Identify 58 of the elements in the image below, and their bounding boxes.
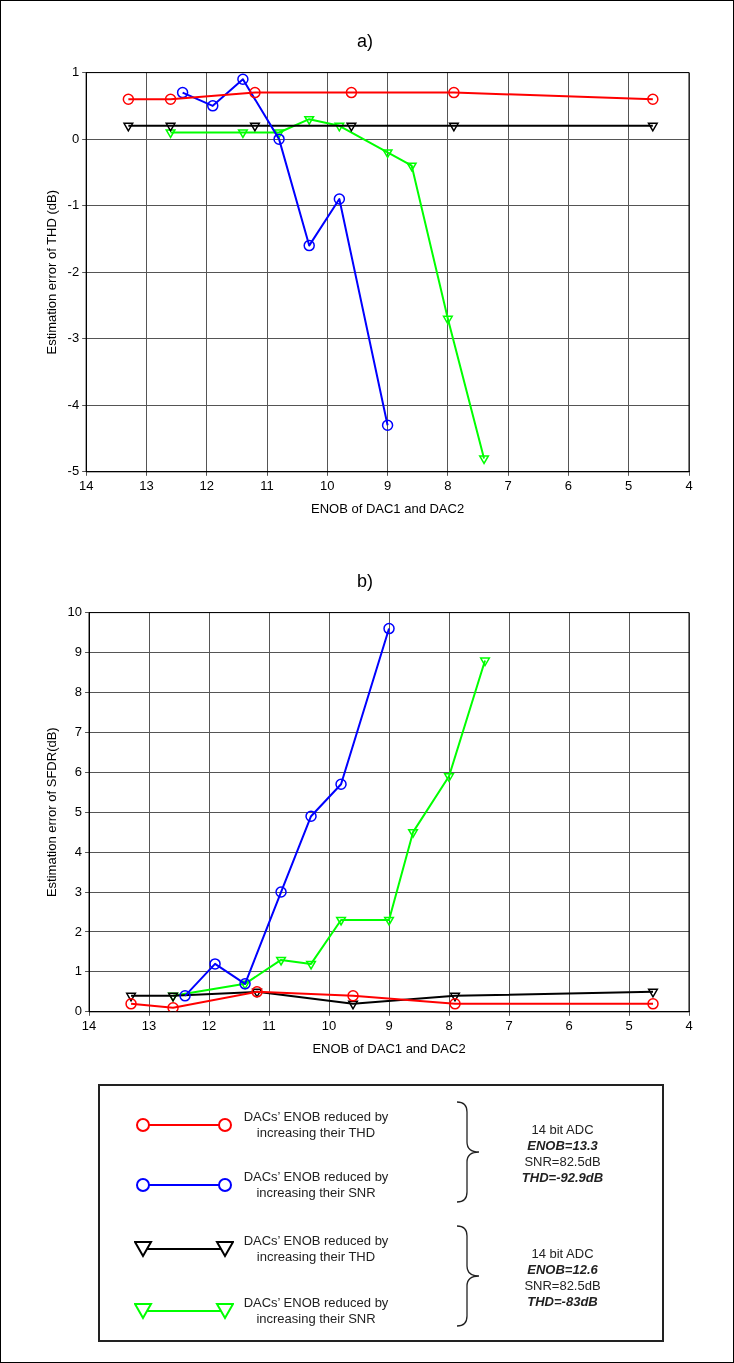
x-tick-label: 13 [139,478,154,494]
x-tick-label: 6 [564,478,573,494]
x-tick-label: 9 [383,478,392,494]
x-tick-label: 9 [385,1018,393,1034]
y-tick-label: 2 [74,923,83,939]
y-tick-label: -1 [67,197,80,213]
y-tick-label: -5 [67,463,80,479]
y-tick-label: -4 [67,396,80,412]
x-tick-label: 11 [262,1018,276,1034]
text: THD=-92.9dB [520,1170,605,1186]
x-tick-label: 12 [199,478,214,494]
text: SNR=82.5dB [523,1278,602,1294]
y-tick-label: 3 [74,883,83,899]
x-tick-label: 10 [321,1018,337,1034]
x-tick-label: 5 [625,1018,633,1034]
chart-title: a) [356,30,374,51]
chart-title: b) [356,570,374,591]
x-axis-title: ENOB of DAC1 and DAC2 [310,500,465,516]
y-tick-label: -3 [67,330,80,346]
x-tick-label: 8 [445,1018,453,1034]
y-tick-label: 7 [74,723,83,739]
x-tick-label: 8 [444,478,452,494]
legend-label: DACs’ ENOB reduced by increasing their SNR [242,1169,390,1201]
y-tick-label: -2 [67,263,80,279]
x-tick-label: 4 [685,478,693,494]
y-tick-label: 8 [74,684,83,700]
y-tick-label: 4 [74,843,83,859]
y-tick-label: 6 [74,763,83,779]
x-tick-label: 7 [505,1018,513,1034]
x-tick-label: 13 [141,1018,157,1034]
x-tick-label: 5 [625,478,633,494]
y-tick-label: 0 [74,1003,83,1019]
y-axis-title: Estimation error of SFDR(dB) [44,727,60,898]
x-tick-label: 4 [685,1018,693,1034]
text: ENOB=13.3 [526,1138,599,1154]
x-tick-label: 7 [504,478,512,494]
y-axis-title: Estimation error of THD (dB) [44,189,60,355]
legend-label: DACs’ ENOB reduced by increasing their SNR [242,1295,390,1327]
x-tick-label: 14 [78,478,94,494]
x-tick-label: 11 [260,478,274,494]
text: SNR=82.5dB [523,1154,602,1170]
y-tick-label: 1 [71,64,80,80]
text: THD=-83dB [526,1294,599,1310]
x-tick-label: 12 [201,1018,217,1034]
y-tick-label: 0 [71,130,80,146]
text: 14 bit ADC [530,1122,595,1138]
x-axis-title: ENOB of DAC1 and DAC2 [312,1040,466,1056]
text: 14 bit ADC [530,1246,595,1262]
legend-label: DACs’ ENOB reduced by increasing their THD [242,1233,390,1265]
text: ENOB=12.6 [526,1262,599,1278]
x-tick-label: 10 [320,478,335,494]
x-tick-label: 6 [565,1018,573,1034]
x-tick-label: 14 [81,1018,97,1034]
y-tick-label: 9 [74,644,83,660]
y-tick-label: 5 [74,803,83,819]
y-tick-label: 10 [67,604,83,620]
legend-label: DACs’ ENOB reduced by increasing their THD [242,1109,390,1141]
y-tick-label: 1 [74,963,83,979]
